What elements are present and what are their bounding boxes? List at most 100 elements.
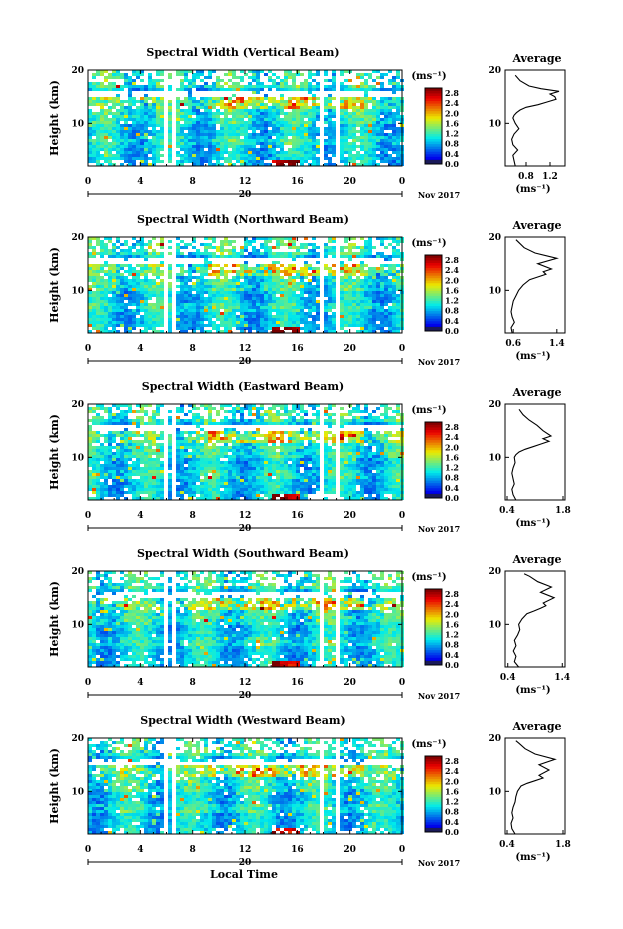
heatmap-cell [220, 419, 224, 422]
heatmap-cell [280, 240, 284, 243]
heatmap-cell [200, 139, 204, 142]
heatmap-cell [324, 142, 328, 145]
heatmap-cell [176, 243, 180, 246]
heatmap-cell [296, 300, 300, 303]
heatmap-cell [212, 324, 216, 327]
heatmap-cell [356, 452, 360, 455]
heatmap-cell [380, 291, 384, 294]
heatmap-cell [316, 318, 320, 321]
heatmap-cell [124, 255, 128, 258]
heatmap-cell [140, 440, 144, 443]
heatmap-cell [208, 407, 212, 410]
heatmap-cell [124, 297, 128, 300]
heatmap-cell [248, 446, 252, 449]
heatmap-cell [268, 121, 272, 124]
heatmap-cell [112, 243, 116, 246]
heatmap-cell [104, 440, 108, 443]
heatmap-cell [392, 288, 396, 291]
heatmap-cell [264, 306, 268, 309]
heatmap-cell [208, 273, 212, 276]
heatmap-cell [368, 276, 372, 279]
heatmap-cell [280, 154, 284, 157]
heatmap-cell [136, 419, 140, 422]
heatmap-cell [300, 404, 304, 407]
heatmap-cell [348, 79, 352, 82]
heatmap-cell [300, 306, 304, 309]
heatmap-cell [120, 85, 124, 88]
heatmap-cell [268, 324, 272, 327]
heatmap-cell [192, 103, 196, 106]
heatmap-cell [196, 315, 200, 318]
colorbar-label: (ms⁻¹) [411, 238, 446, 249]
heatmap-cell [356, 434, 360, 437]
heatmap-cell [268, 446, 272, 449]
heatmap-cell [364, 291, 368, 294]
heatmap-cell [260, 255, 264, 258]
heatmap-cell [292, 73, 296, 76]
heatmap-cell [388, 97, 392, 100]
heatmap-cell [116, 73, 120, 76]
heatmap-cell [176, 160, 180, 163]
heatmap-cell [196, 127, 200, 130]
heatmap-cell [388, 273, 392, 276]
heatmap-cell [384, 133, 388, 136]
heatmap-cell [388, 112, 392, 115]
heatmap-cell [224, 431, 228, 434]
heatmap-cell [200, 294, 204, 297]
heatmap-cell [124, 121, 128, 124]
heatmap-cell [192, 106, 196, 109]
heatmap-cell [296, 88, 300, 91]
heatmap-cell [308, 431, 312, 434]
heatmap-cell [344, 300, 348, 303]
heatmap-cell [268, 306, 272, 309]
heatmap-cell [168, 139, 172, 142]
heatmap-cell [204, 443, 208, 446]
heatmap-cell [388, 419, 392, 422]
heatmap-cell [396, 285, 400, 288]
heatmap-cell [212, 163, 216, 166]
heatmap-cell [144, 270, 148, 273]
heatmap-cell [292, 309, 296, 312]
heatmap-cell [220, 312, 224, 315]
heatmap-cell [304, 103, 308, 106]
heatmap-cell [288, 252, 292, 255]
heatmap-cell [292, 157, 296, 160]
heatmap-cell [116, 285, 120, 288]
heatmap-cell [292, 258, 296, 261]
heatmap-cell [248, 437, 252, 440]
heatmap-cell [104, 279, 108, 282]
heatmap-cell [96, 88, 100, 91]
heatmap-cell [272, 73, 276, 76]
heatmap-cell [352, 243, 356, 246]
heatmap-cell [304, 282, 308, 285]
heatmap-cell [232, 106, 236, 109]
heatmap-cell [248, 255, 252, 258]
heatmap-cell [224, 309, 228, 312]
heatmap-cell [204, 279, 208, 282]
heatmap-cell [112, 294, 116, 297]
heatmap-cell [384, 300, 388, 303]
heatmap-cell [112, 440, 116, 443]
heatmap-cell [92, 410, 96, 413]
heatmap-cell [396, 243, 400, 246]
heatmap-cell [132, 163, 136, 166]
heatmap-cell [392, 151, 396, 154]
heatmap-cell [232, 443, 236, 446]
heatmap-cell [200, 88, 204, 91]
heatmap-cell [136, 297, 140, 300]
heatmap-cell [244, 297, 248, 300]
heatmap-cell [352, 300, 356, 303]
heatmap-cell [268, 273, 272, 276]
heatmap-cell [160, 136, 164, 139]
heatmap-cell [240, 124, 244, 127]
heatmap-cell [384, 303, 388, 306]
heatmap-cell [232, 440, 236, 443]
heatmap-cell [192, 157, 196, 160]
heatmap-cell [376, 279, 380, 282]
heatmap-cell [356, 324, 360, 327]
heatmap-cell [112, 106, 116, 109]
heatmap-cell [292, 76, 296, 79]
heatmap-cell [256, 118, 260, 121]
heatmap-cell [104, 324, 108, 327]
heatmap-cell [376, 130, 380, 133]
